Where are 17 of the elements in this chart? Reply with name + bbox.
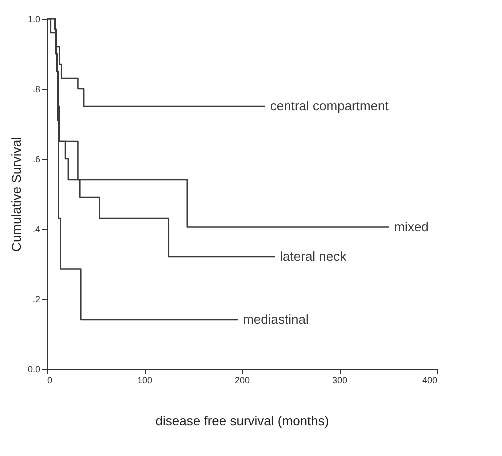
y-tick-label: 0.0	[28, 364, 40, 374]
y-tick-label: .2	[32, 294, 40, 304]
x-tick-label: 200	[234, 376, 250, 386]
y-tick-label: .6	[32, 154, 40, 164]
series-label: central compartment	[270, 98, 390, 114]
x-axis-title: disease free survival (months)	[156, 414, 330, 428]
x-tick-label: 300	[332, 376, 348, 386]
x-tick-label: 0	[48, 376, 53, 386]
y-tick-label: .8	[32, 84, 40, 94]
x-tick-label: 100	[137, 376, 153, 386]
y-tick-label: 1.0	[28, 14, 40, 24]
series-label: mediastinal	[243, 312, 309, 327]
series-label: lateral neck	[280, 249, 348, 264]
x-tick-label: 400	[422, 376, 438, 386]
y-tick-label: .4	[32, 224, 40, 234]
y-axis-title: Cumulative Survival	[8, 136, 24, 252]
series-label: mixed	[394, 219, 429, 234]
